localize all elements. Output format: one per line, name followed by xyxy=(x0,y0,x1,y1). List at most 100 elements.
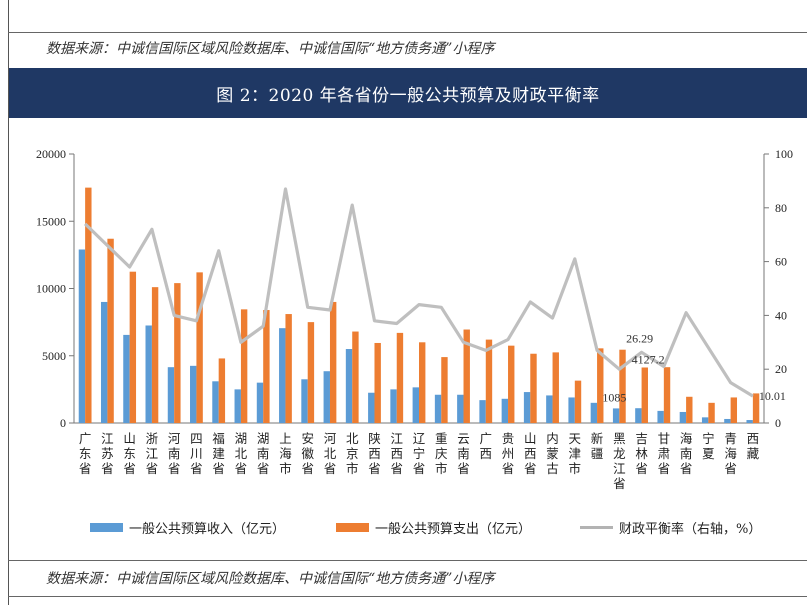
category-label: 省 xyxy=(635,461,648,476)
category-label: 省 xyxy=(235,461,248,476)
left-tick-label: 20000 xyxy=(36,147,66,161)
category-label: 省 xyxy=(257,461,270,476)
data-label: 4127.2 xyxy=(632,352,665,366)
income-bar xyxy=(345,349,353,423)
expense-bar xyxy=(552,352,559,423)
category-label: 西 xyxy=(368,446,381,461)
footer-divider xyxy=(8,596,807,597)
expense-bar xyxy=(419,342,426,423)
category-label: 京 xyxy=(346,446,359,461)
budget-chart: 05000100001500020000020406080100广东省江苏省山东… xyxy=(36,147,793,491)
category-label: 陕 xyxy=(368,431,381,446)
income-bar xyxy=(301,379,308,423)
figure-title: 图 2：2020 年各省份一般公共预算及财政平衡率 xyxy=(216,85,600,106)
data-label: 26.29 xyxy=(626,331,653,345)
category-label: 东 xyxy=(123,446,136,461)
category-label: 辽 xyxy=(413,431,426,446)
category-label: 西 xyxy=(390,446,403,461)
category-label: 省 xyxy=(123,461,136,476)
income-bar xyxy=(746,420,753,423)
category-label: 南 xyxy=(168,446,181,461)
bottom-divider xyxy=(8,560,807,561)
right-tick-label: 40 xyxy=(775,308,787,322)
category-label: 市 xyxy=(569,461,582,476)
category-label: 市 xyxy=(346,461,359,476)
category-label: 疆 xyxy=(591,446,604,461)
expense-bar xyxy=(574,380,582,423)
data-label: 10.01 xyxy=(759,389,786,403)
category-label: 江 xyxy=(146,446,159,461)
category-label: 海 xyxy=(279,446,292,461)
category-label: 省 xyxy=(190,461,203,476)
expense-bar xyxy=(396,332,404,423)
category-label: 省 xyxy=(146,461,159,476)
legend-swatch-income xyxy=(90,523,123,532)
income-bar xyxy=(123,334,130,423)
category-label: 省 xyxy=(658,461,671,476)
source-note-bottom: 数据来源：中诚信国际区域风险数据库、中诚信国际“地方债务通”小程序 xyxy=(46,571,495,587)
category-label: 省 xyxy=(324,461,337,476)
category-label: 广 xyxy=(79,431,92,446)
category-label: 蒙 xyxy=(546,446,559,461)
category-label: 黑 xyxy=(613,431,626,446)
category-label: 省 xyxy=(79,461,92,476)
right-tick-label: 60 xyxy=(775,255,787,269)
category-label: 藏 xyxy=(747,446,760,461)
expense-bar xyxy=(463,329,470,423)
income-bar xyxy=(234,389,241,423)
category-label: 内 xyxy=(546,431,559,446)
category-label: 安 xyxy=(301,431,314,446)
expense-bar xyxy=(508,345,515,423)
income-bar xyxy=(434,394,442,423)
legend-item-income: 一般公共预算收入（亿元） xyxy=(90,518,285,537)
category-label: 省 xyxy=(680,461,693,476)
expense-bar xyxy=(641,367,648,423)
category-label: 省 xyxy=(101,461,114,476)
expense-bar xyxy=(307,322,315,423)
category-label: 市 xyxy=(279,461,292,476)
income-bar xyxy=(457,394,464,423)
category-label: 省 xyxy=(413,461,426,476)
legend-label-ratio: 财政平衡率（右轴，%） xyxy=(619,522,762,537)
category-label: 市 xyxy=(435,461,448,476)
category-label: 南 xyxy=(457,446,470,461)
income-bar xyxy=(657,410,664,423)
category-label: 肃 xyxy=(658,446,671,461)
income-bar xyxy=(279,328,286,423)
expense-bar xyxy=(263,310,270,423)
income-bar xyxy=(390,389,397,423)
category-label: 青 xyxy=(724,431,737,446)
category-label: 省 xyxy=(613,476,626,491)
category-label: 省 xyxy=(457,461,470,476)
legend-item-expense: 一般公共预算支出（亿元） xyxy=(336,518,531,537)
income-bar xyxy=(212,381,219,423)
income-bar xyxy=(590,402,598,423)
category-label: 甘 xyxy=(658,431,671,446)
category-label: 省 xyxy=(168,461,181,476)
income-bar xyxy=(546,395,553,423)
category-label: 山 xyxy=(123,431,136,446)
category-label: 南 xyxy=(680,446,693,461)
category-label: 吉 xyxy=(635,431,648,446)
income-bar xyxy=(701,417,709,423)
category-label: 苏 xyxy=(101,446,114,461)
income-bar xyxy=(523,392,531,423)
expense-bar xyxy=(285,314,292,423)
category-label: 省 xyxy=(390,461,403,476)
category-label: 重 xyxy=(435,431,448,446)
expense-bar xyxy=(85,187,92,423)
category-label: 贵 xyxy=(502,431,515,446)
income-bar xyxy=(145,325,152,423)
category-label: 北 xyxy=(235,446,248,461)
category-label: 省 xyxy=(524,461,537,476)
top-divider xyxy=(8,32,807,33)
figure-title-bar: 图 2：2020 年各省份一般公共预算及财政平衡率 xyxy=(9,68,807,118)
right-tick-label: 80 xyxy=(775,201,787,215)
category-label: 夏 xyxy=(702,446,715,461)
category-label: 庆 xyxy=(435,446,448,461)
category-label: 四 xyxy=(190,431,203,446)
expense-bar xyxy=(686,396,693,423)
category-label: 省 xyxy=(368,461,381,476)
left-tick-label: 10000 xyxy=(36,282,66,296)
category-label: 浙 xyxy=(146,431,159,446)
